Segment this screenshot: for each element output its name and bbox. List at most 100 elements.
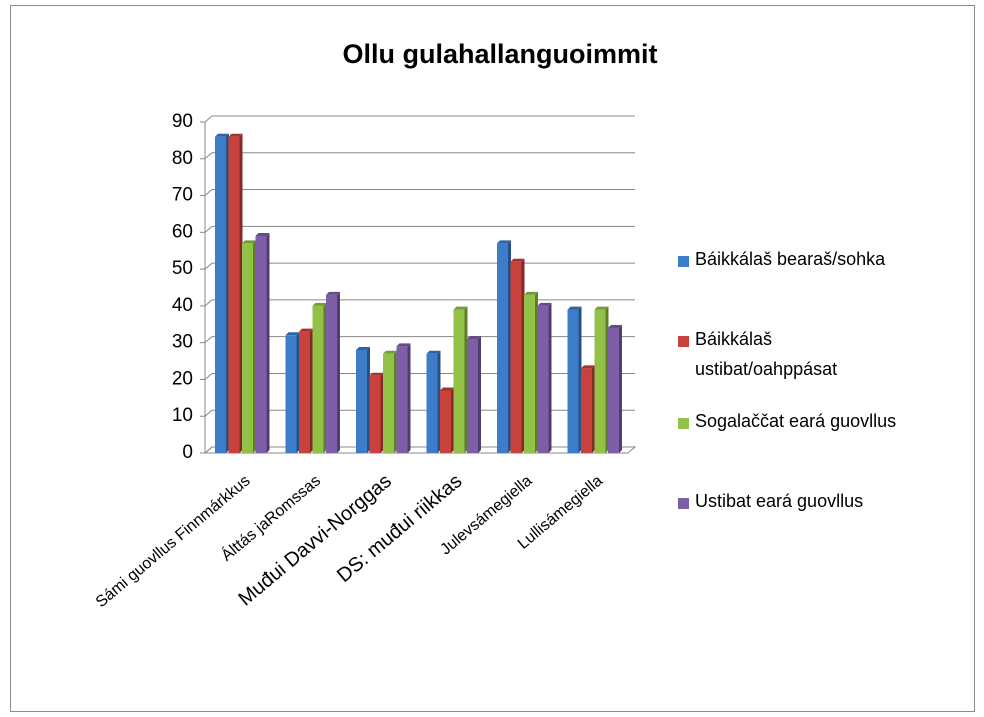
bar-side — [437, 350, 441, 453]
legend-item: Sogalaččat eará guovllus — [678, 411, 978, 436]
bar-top — [510, 258, 525, 262]
bar — [299, 331, 310, 453]
grid-line — [204, 152, 635, 160]
bar-top — [537, 302, 552, 306]
bar-side — [605, 306, 609, 453]
legend-item: Báikkálaš ustibat/oahppásat — [678, 329, 978, 384]
bar-side — [464, 306, 468, 453]
bar-side — [310, 328, 313, 453]
bar — [285, 335, 297, 453]
bar-top — [440, 387, 454, 391]
bar-side — [478, 335, 481, 453]
bar-top — [467, 335, 481, 339]
grid-line — [204, 262, 635, 270]
grid-line — [204, 189, 635, 196]
bar-side — [578, 306, 582, 453]
bar-side — [394, 350, 397, 453]
bar-top — [608, 324, 622, 328]
bar-top — [581, 365, 595, 369]
y-tick-label: 90 — [172, 111, 193, 132]
bar-top — [497, 240, 511, 244]
bar-side — [337, 291, 340, 453]
grid-line — [204, 299, 635, 307]
bar-side — [323, 302, 327, 453]
bar — [312, 305, 324, 453]
bar-side — [239, 133, 243, 453]
bar — [396, 346, 408, 453]
bar-side — [521, 258, 525, 453]
chart-border — [10, 5, 975, 712]
bar-top — [242, 240, 256, 244]
bar-top — [255, 233, 270, 237]
bar-side — [407, 343, 411, 453]
bar-side — [451, 387, 454, 453]
bar — [497, 243, 508, 453]
y-tick-label: 30 — [172, 332, 193, 353]
bar — [581, 368, 592, 453]
legend-label: Ustibat eará guovllus — [695, 491, 864, 511]
bar-side — [367, 347, 370, 453]
y-tick-label: 40 — [172, 295, 193, 316]
bar — [440, 390, 451, 453]
y-tick-label: 70 — [172, 185, 193, 206]
y-tick-label: 0 — [182, 442, 193, 463]
bar-side — [592, 365, 595, 453]
bar-top — [369, 372, 384, 376]
legend-swatch — [678, 418, 689, 429]
grid-line — [204, 372, 635, 380]
bar — [356, 350, 367, 453]
legend-swatch — [678, 336, 689, 347]
bar-side — [266, 233, 270, 453]
y-tick-label: 80 — [172, 148, 193, 169]
bar-top — [299, 328, 313, 332]
bar — [215, 136, 226, 453]
bar — [453, 309, 465, 453]
bar — [524, 294, 535, 453]
y-tick-label: 50 — [172, 258, 193, 279]
bar — [467, 338, 478, 453]
bar-top — [453, 306, 468, 310]
bar-top — [285, 332, 300, 336]
grid-line — [204, 336, 635, 344]
bar-side — [548, 302, 552, 453]
bar — [228, 136, 240, 453]
bar — [426, 353, 438, 453]
bar-top — [383, 350, 397, 354]
bar-top — [312, 302, 327, 306]
y-tick-label: 60 — [172, 221, 193, 242]
bar-side — [296, 332, 300, 453]
bar-top — [396, 343, 411, 347]
legend-label: Báikkálaš bearaš/sohka — [695, 249, 886, 269]
bar-side — [253, 240, 256, 453]
bar-side — [619, 324, 622, 453]
bar — [510, 261, 522, 453]
bar-top — [594, 306, 609, 310]
bar — [608, 327, 619, 453]
legend-item: Ustibat eará guovllus — [678, 491, 978, 516]
bar-side — [226, 133, 229, 453]
bar-top — [215, 133, 229, 137]
bar — [369, 375, 381, 453]
bar — [567, 309, 579, 453]
bar — [537, 305, 549, 453]
legend-swatch — [678, 256, 689, 267]
bar — [255, 236, 267, 453]
bar — [383, 353, 394, 453]
bar-side — [508, 240, 511, 453]
bar-top — [228, 133, 243, 137]
legend-swatch — [678, 498, 689, 509]
grid-line — [204, 115, 635, 123]
legend-label: Sogalaččat eará guovllus — [695, 411, 897, 431]
bar — [326, 294, 337, 453]
bar — [594, 309, 606, 453]
grid-line — [204, 446, 635, 454]
grid-line — [204, 225, 635, 233]
chart-title: Ollu gulahallanguoimmit — [342, 39, 657, 69]
grid-line — [204, 409, 635, 417]
bar-side — [535, 291, 538, 453]
bar — [242, 243, 253, 453]
bar-side — [380, 372, 384, 453]
y-tick-label: 10 — [172, 405, 193, 426]
bar-top — [356, 347, 370, 351]
